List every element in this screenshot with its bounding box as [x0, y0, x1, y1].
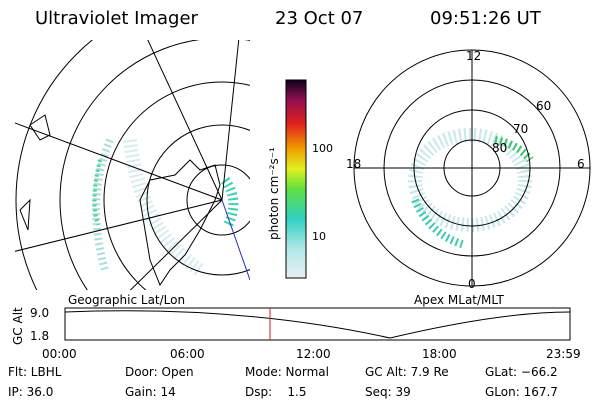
info-field: Flt: LBHL [8, 365, 62, 379]
mlat-label: 70 [513, 122, 528, 136]
mlt-label: 18 [346, 157, 361, 171]
time-tick: 06:00 [170, 347, 205, 361]
info-field: Mode: Normal [245, 365, 329, 379]
mlt-label: 0 [468, 277, 476, 291]
info-field: Seq: 39 [365, 385, 411, 399]
title: Ultraviolet Imager [35, 8, 199, 29]
time-tick: 23:59 [546, 347, 581, 361]
time: 09:51:26 UT [430, 8, 542, 29]
info-field: GLat: −66.2 [485, 365, 558, 379]
info: Flt: LBHL Door: Open Mode: Normal GC Alt: 7… [8, 365, 558, 399]
colorbar-tick: 10 [312, 230, 326, 243]
time-tick: 12:00 [296, 347, 331, 361]
mlat-label: 80 [492, 141, 507, 155]
right-caption: Apex MLat/MLT [414, 293, 504, 307]
time-tick: 18:00 [422, 347, 457, 361]
colorbar [285, 79, 307, 279]
info-field: GC Alt: 7.9 Re [365, 365, 449, 379]
mlt-label: 6 [577, 157, 585, 171]
left-map [15, 40, 250, 290]
info-field: IP: 36.0 [8, 385, 53, 399]
left-caption: Geographic Lat/Lon [68, 293, 185, 307]
mlat-label: 60 [536, 99, 551, 113]
timeline-ymax: 9.0 [30, 306, 49, 320]
right-map [353, 49, 591, 287]
date: 23 Oct 07 [275, 8, 363, 29]
info-field: GLon: 167.7 [485, 385, 558, 399]
info-field: Dsp: 1.5 [245, 385, 307, 399]
timeline [64, 307, 571, 341]
mlt-label: 12 [466, 49, 481, 63]
info-field: Gain: 14 [125, 385, 176, 399]
colorbar-tick: 100 [312, 142, 333, 155]
time-tick: 00:00 [42, 347, 77, 361]
info-field: Door: Open [125, 365, 194, 379]
timeline-ymin: 1.8 [30, 329, 49, 343]
timeline-ylabel: GC Alt [11, 307, 25, 345]
colorbar-label: photon cm⁻²s⁻¹ [267, 147, 281, 240]
